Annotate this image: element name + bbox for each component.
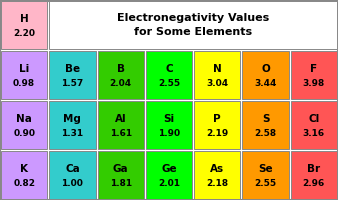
FancyBboxPatch shape [1, 101, 47, 149]
Text: 2.55: 2.55 [158, 78, 180, 88]
Text: 2.96: 2.96 [303, 178, 325, 188]
FancyBboxPatch shape [146, 51, 192, 99]
Text: O: O [261, 64, 270, 73]
Text: 1.00: 1.00 [62, 178, 83, 188]
FancyBboxPatch shape [146, 151, 192, 199]
Text: 2.01: 2.01 [158, 178, 180, 188]
Text: 2.19: 2.19 [206, 129, 228, 138]
FancyBboxPatch shape [242, 101, 289, 149]
Text: Se: Se [258, 164, 273, 173]
FancyBboxPatch shape [98, 51, 144, 99]
Text: 0.82: 0.82 [13, 178, 35, 188]
Text: Electronegativity Values
for Some Elements: Electronegativity Values for Some Elemen… [117, 13, 269, 37]
Text: C: C [165, 64, 173, 73]
FancyBboxPatch shape [49, 151, 96, 199]
Text: 3.04: 3.04 [206, 78, 228, 88]
FancyBboxPatch shape [291, 51, 337, 99]
Text: 3.44: 3.44 [255, 78, 277, 88]
Text: Br: Br [307, 164, 320, 173]
Text: As: As [210, 164, 224, 173]
FancyBboxPatch shape [1, 51, 47, 99]
Text: S: S [262, 114, 269, 123]
FancyBboxPatch shape [242, 51, 289, 99]
Text: 2.04: 2.04 [110, 78, 132, 88]
Text: 2.20: 2.20 [13, 28, 35, 38]
Text: B: B [117, 64, 125, 73]
Text: Al: Al [115, 114, 126, 123]
Text: P: P [214, 114, 221, 123]
Text: 1.90: 1.90 [158, 129, 180, 138]
FancyBboxPatch shape [194, 101, 240, 149]
Text: N: N [213, 64, 222, 73]
Text: 1.61: 1.61 [110, 129, 132, 138]
Text: 1.31: 1.31 [62, 129, 83, 138]
Text: 1.81: 1.81 [110, 178, 132, 188]
FancyBboxPatch shape [194, 51, 240, 99]
FancyBboxPatch shape [291, 101, 337, 149]
FancyBboxPatch shape [49, 101, 96, 149]
Text: Ga: Ga [113, 164, 128, 173]
FancyBboxPatch shape [98, 101, 144, 149]
Text: Mg: Mg [64, 114, 81, 123]
Text: 0.90: 0.90 [13, 129, 35, 138]
Text: Be: Be [65, 64, 80, 73]
FancyBboxPatch shape [49, 51, 96, 99]
FancyBboxPatch shape [291, 151, 337, 199]
FancyBboxPatch shape [1, 1, 47, 49]
Text: Ge: Ge [161, 164, 177, 173]
FancyBboxPatch shape [98, 151, 144, 199]
Text: 3.98: 3.98 [303, 78, 325, 88]
Text: Cl: Cl [308, 114, 319, 123]
Text: Na: Na [16, 114, 32, 123]
FancyBboxPatch shape [194, 151, 240, 199]
Text: K: K [20, 164, 28, 173]
FancyBboxPatch shape [1, 151, 47, 199]
Text: Li: Li [19, 64, 29, 73]
Text: Si: Si [164, 114, 174, 123]
Text: 2.58: 2.58 [255, 129, 276, 138]
Text: F: F [310, 64, 317, 73]
Text: 2.55: 2.55 [255, 178, 276, 188]
FancyBboxPatch shape [49, 1, 337, 49]
Text: H: H [20, 14, 28, 23]
Text: 1.57: 1.57 [61, 78, 83, 88]
Text: 3.16: 3.16 [303, 129, 325, 138]
Text: 2.18: 2.18 [206, 178, 228, 188]
Text: 0.98: 0.98 [13, 78, 35, 88]
FancyBboxPatch shape [146, 101, 192, 149]
FancyBboxPatch shape [242, 151, 289, 199]
Text: Ca: Ca [65, 164, 80, 173]
